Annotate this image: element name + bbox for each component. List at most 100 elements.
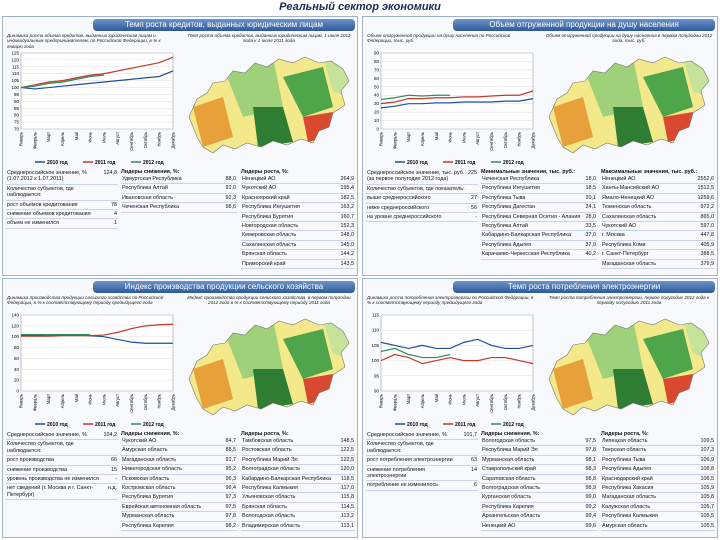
row: Мурманская область 98,1: [481, 455, 597, 466]
series-line: [21, 334, 173, 344]
region-name: Магаданская область: [601, 492, 691, 503]
region-value: 24,1: [584, 202, 597, 213]
region-name: Карачаево-Черкесская Республика: [481, 249, 585, 260]
row: рост объемов кредитования 78: [6, 200, 118, 211]
y-tick-label: 120: [11, 57, 19, 62]
page-title: Реальный сектор экономики: [279, 1, 441, 13]
region-value: 99,6: [577, 521, 597, 532]
row: Среднероссийское значение, % (1.07.2012 …: [6, 169, 118, 185]
region-value: 99,0: [577, 492, 597, 503]
region-name: Кабардино-Балкарская Республика: [241, 474, 339, 485]
region-name: Магаданская область: [601, 259, 688, 270]
region-value: 163,2: [331, 202, 355, 213]
region-name: Новгородская область: [241, 221, 332, 232]
y-tick-label: 100: [11, 334, 19, 339]
region-value: 105,9: [690, 483, 715, 494]
x-tick-label: Май: [434, 131, 439, 140]
map-caption: Индекс производства продукции сельского …: [187, 295, 351, 306]
map-region: [253, 107, 293, 147]
row: Амурская область 105,5: [601, 521, 715, 532]
row: Магаданская область 91,7: [121, 455, 237, 466]
region-name: Чеченская Республика: [121, 202, 218, 213]
row: Среднероссийское значение, % 101,7: [366, 431, 478, 441]
stat-value: 66: [102, 455, 118, 466]
x-tick-label: Февраль: [32, 393, 37, 411]
region-value: 1512,5: [687, 183, 715, 194]
stats-table: Среднероссийское значение, % 104,2 Количес…: [6, 431, 118, 501]
stat-value: 124,8: [102, 169, 118, 185]
x-tick-label: Октябрь: [503, 131, 508, 148]
region-name: Сахалинская область: [241, 240, 332, 251]
chart-caption: Динамика роста потребления электроэнерги…: [367, 295, 534, 306]
stat-label: Количество субъектов, где наблюдается:: [6, 439, 103, 457]
legend-label: 2012 год: [143, 422, 165, 428]
plot-area: [20, 52, 174, 130]
row: Брянская область 114,5: [241, 502, 355, 513]
region-value: 98,9: [577, 483, 597, 494]
table: Среднероссийское значение, тыс. руб. (за…: [366, 169, 478, 223]
region-name: Магаданская область: [121, 455, 222, 466]
x-tick-label: Март: [406, 394, 411, 404]
region-name: Волгоградская область: [241, 464, 339, 475]
row: г. Санкт-Петербург 388,5: [601, 249, 715, 260]
x-tick-label: Январь: [379, 393, 384, 408]
map-region: [613, 107, 653, 147]
panel: Темп роста кредитов, выданных юридически…: [2, 16, 358, 276]
row: Волгоградская область 98,9: [481, 483, 597, 494]
stat-label: выше среднероссийского: [366, 193, 467, 204]
region-value: 18,0: [584, 175, 597, 185]
row: Архангельская область 99,4: [481, 511, 597, 522]
y-tick-label: 105: [11, 78, 19, 83]
row: Вологодская область 97,5: [481, 437, 597, 447]
ranking-table: Лидеры роста, %: Липецкая область 109,5 Тве…: [601, 431, 715, 532]
region-value: 143,5: [331, 259, 355, 270]
panel: Индекс производства продукции сельского …: [2, 278, 358, 538]
row: ниже среднероссийского 56: [366, 203, 478, 214]
panel: Темп роста потребления электроэнергии Дин…: [362, 278, 718, 538]
row: Сахалинская область 145,0: [241, 240, 355, 251]
region-value: 105,5: [690, 521, 715, 532]
row: Количество субъектов, где наблюдается:: [6, 439, 118, 457]
map-region: [553, 97, 593, 147]
row: Тюменская область 972,2: [601, 202, 715, 213]
region-name: Республика Тыва: [481, 193, 585, 204]
region-value: 1259,6: [687, 193, 715, 204]
legend-label: 2011 год: [455, 160, 476, 166]
row: Чукотский АО 84,7: [121, 437, 237, 447]
x-tick-label: Июль: [461, 131, 466, 143]
y-tick-label: 115: [372, 313, 380, 318]
region-value: 28,0: [584, 212, 597, 223]
region-name: Чукотский АО: [601, 221, 688, 232]
y-tick-label: 100: [371, 358, 379, 363]
ranking-heading: Лидеры снижения, %:: [481, 431, 540, 437]
x-tick-label: Февраль: [392, 131, 397, 149]
row: Брянская область 144,2: [241, 249, 355, 260]
region-value: 92,3: [217, 193, 237, 204]
region-name: Республика Северная Осетия - Алания: [481, 212, 585, 223]
panel-title: Индекс производства продукции сельского …: [93, 281, 355, 293]
row: Краснодарский край 106,5: [601, 474, 715, 485]
region-name: Кемеровская область: [241, 230, 332, 241]
region-name: Удмуртская Республика: [121, 175, 218, 185]
y-tick-label: 20: [14, 378, 20, 383]
region-name: Республика Бурятия: [241, 212, 332, 223]
region-name: Республика Калмыкия: [601, 511, 691, 522]
stat-value: 6: [462, 480, 478, 491]
region-name: Республика Марий Эл: [241, 455, 339, 466]
region-value: 97,5: [221, 502, 237, 513]
map-region: [193, 97, 233, 147]
region-value: 113,2: [338, 511, 355, 522]
stat-value: 27: [467, 193, 478, 204]
table: Ненецкий АО 264,9 Чукотский АО 195,4 Красноя…: [241, 175, 355, 270]
y-tick-label: 100: [11, 85, 19, 90]
region-value: 264,9: [331, 175, 355, 185]
y-tick-label: 110: [372, 328, 380, 333]
ranking-heading: Лидеры снижения, %:: [121, 169, 180, 175]
ranking-heading: Лидеры роста, %:: [241, 431, 289, 437]
region-value: 120,0: [338, 464, 355, 475]
x-tick-label: Октябрь: [143, 131, 148, 148]
region-name: Красноярский край: [241, 193, 332, 204]
ranking-table: Лидеры снижения, %: Чукотский АО 84,7 Амурс…: [121, 431, 237, 532]
map: [548, 318, 710, 416]
